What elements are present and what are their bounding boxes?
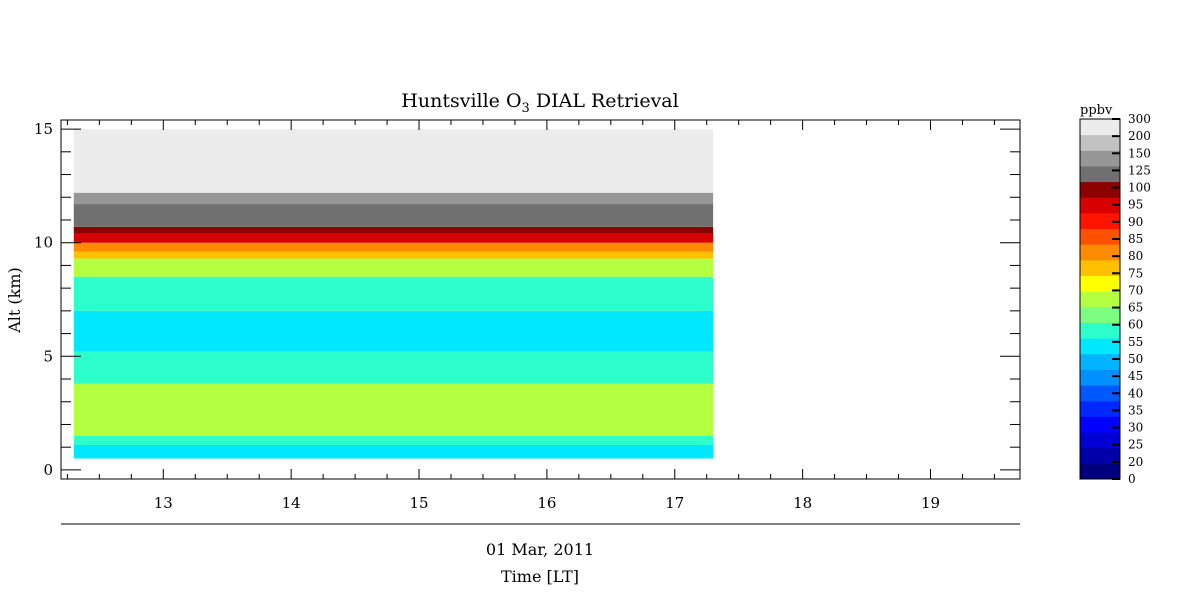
colorbar-swatch [1080,400,1120,417]
heatmap-layer-9 [73,233,714,243]
colorbar-level-label: 95 [1128,198,1143,212]
y-tick-label: 5 [43,347,53,365]
colorbar-level-label: 85 [1128,232,1143,246]
colorbar-swatch [1080,463,1120,480]
colorbar-swatch [1080,259,1120,277]
colorbar-level-label: 45 [1128,369,1143,383]
heatmap-layer-12 [73,192,714,205]
x-tick-label: 16 [537,494,556,512]
colorbar-level-label: 0 [1128,472,1136,486]
chart-title: Huntsville O3 DIAL Retrieval [401,90,678,116]
y-tick-label: 10 [34,234,53,252]
heatmap-layer-13 [73,129,714,193]
date-label: 01 Mar, 2011 [486,540,594,559]
colorbar-level-label: 20 [1128,455,1143,469]
colorbar-swatch [1080,150,1120,167]
colorbar: 0 20 25 30 35 40 45 50 55 60 65 70 75 80 85 90 95 100 125 1… [1079,112,1151,486]
colorbar-swatch [1080,228,1120,245]
colorbar-level-label: 125 [1128,163,1151,177]
colorbar-level-label: 30 [1128,421,1143,435]
colorbar-level-label: 75 [1128,266,1143,280]
x-tick-label: 17 [665,494,684,512]
colorbar-level-label: 25 [1128,438,1143,452]
x-tick-label: 18 [793,494,812,512]
heatmap-cells [73,129,714,459]
colorbar-swatch [1080,181,1120,198]
heatmap-layer-11 [73,204,714,227]
colorbar-swatch [1080,134,1120,151]
heatmap-layer-0 [73,444,714,459]
colorbar-level-label: 35 [1128,403,1143,417]
x-tick-label: 14 [282,494,301,512]
colorbar-level-label: 100 [1128,181,1151,195]
colorbar-level-label: 300 [1128,112,1151,126]
colorbar-swatch [1080,197,1120,214]
colorbar-level-label: 60 [1128,318,1143,332]
colorbar-swatch [1080,338,1120,355]
colorbar-swatch [1080,416,1120,433]
colorbar-swatch [1080,291,1120,308]
colorbar-level-label: 55 [1128,335,1143,349]
colorbar-swatch [1080,322,1120,339]
colorbar-level-label: 200 [1128,129,1151,143]
colorbar-swatch [1080,385,1120,402]
plot-frame [60,119,1021,480]
colorbar-level-label: 80 [1128,249,1143,263]
colorbar-swatch [1080,306,1120,323]
heatmap-layer-8 [73,242,714,252]
y-tick-label: 0 [43,461,53,479]
colorbar-swatch [1080,432,1120,449]
colorbar-swatch [1080,244,1120,261]
x-axis-label: Time [LT] [501,567,579,586]
chart-title-subscript: 3 [522,101,530,116]
x-tick-label: 15 [409,494,428,512]
colorbar-level-label: 150 [1128,146,1151,160]
colorbar-level-label: 65 [1128,301,1143,315]
heatmap-layer-1 [73,435,714,445]
colorbar-level-label: 70 [1128,283,1143,297]
x-tick-label: 19 [921,494,940,512]
heatmap-layer-6 [73,258,714,277]
y-tick-label: 15 [34,120,53,138]
heatmap-layer-4 [73,310,714,352]
colorbar-swatch [1080,165,1120,183]
colorbar-level-label: 50 [1128,352,1143,366]
heatmap-layer-5 [73,276,714,311]
colorbar-frame [1079,118,1121,480]
colorbar-title: ppbv [1080,103,1113,118]
heatmap-layer-10 [73,226,714,234]
axis-ticks: 13 14 15 16 17 18 19 0 5 10 15 [34,120,1020,512]
heatmap-layer-2 [73,383,714,436]
colorbar-level-label: 90 [1128,215,1143,229]
colorbar-level-label: 40 [1128,386,1143,400]
colorbar-swatch [1080,369,1120,386]
colorbar-swatch [1080,212,1120,230]
colorbar-swatch [1080,275,1120,292]
colorbar-swatch [1080,119,1120,136]
x-tick-label: 13 [154,494,173,512]
y-axis-label: Alt (km) [5,267,24,334]
colorbar-swatch [1080,353,1120,370]
colorbar-swatch [1080,447,1120,464]
heatmap-layer-7 [73,251,714,259]
heatmap-layer-3 [73,351,714,384]
